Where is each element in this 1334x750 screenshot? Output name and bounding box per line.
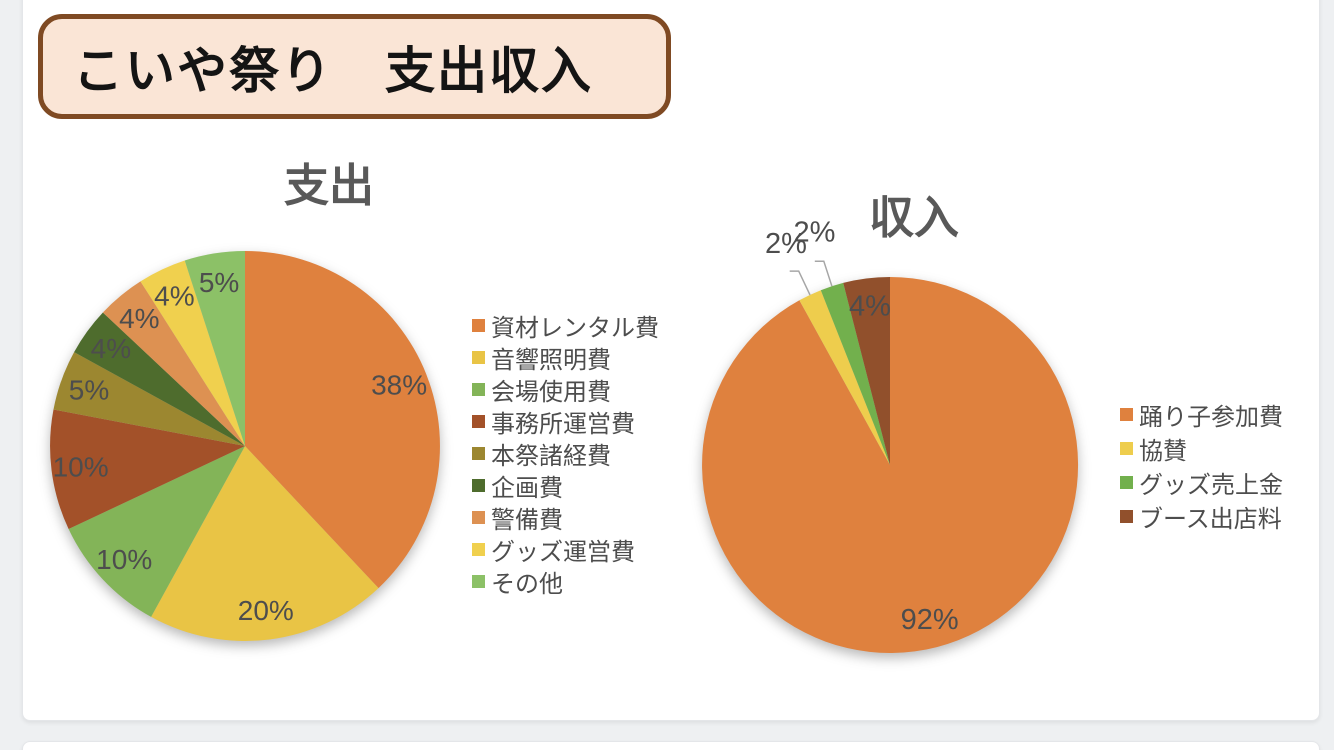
legend-item: 音響照明費 <box>472 341 659 374</box>
legend-item: 本祭諸経費 <box>472 437 659 470</box>
pie-slice <box>245 251 440 589</box>
pie-percent-label: 10% <box>53 451 109 482</box>
legend-label: グッズ売上金 <box>1139 471 1283 499</box>
legend-swatch-icon <box>472 542 485 556</box>
pie-slice <box>68 446 245 617</box>
legend-label: 企画費 <box>491 474 563 502</box>
legend-item: 会場使用費 <box>472 373 659 406</box>
pie-percent-label: 92% <box>901 604 959 636</box>
legend-label: 本祭諸経費 <box>491 442 611 470</box>
slide-image-card[interactable]: こいや祭り 支出収入 支出 収入 38% 20% 10% 10% 5% 4% 4% 4% 5% … <box>22 0 1320 721</box>
legend-swatch-icon <box>1120 441 1133 455</box>
legend-item: その他 <box>472 565 659 598</box>
pie-slice <box>53 352 245 446</box>
legend-swatch-icon <box>1120 509 1133 523</box>
pie-slice <box>102 281 246 446</box>
label-leader-line <box>814 260 833 287</box>
legend-swatch-icon <box>472 574 485 588</box>
legend-label: 踊り子参加費 <box>1139 403 1283 431</box>
pie-slice <box>843 276 890 465</box>
pie-percent-label: 10% <box>96 544 152 575</box>
pie-percent-label: 5% <box>69 374 109 405</box>
legend-item: 企画費 <box>472 469 659 502</box>
pie-percent-label: 4% <box>91 333 131 364</box>
legend-swatch-icon <box>472 510 485 524</box>
legend-item: 警備費 <box>472 501 659 534</box>
legend-item: 資材レンタル費 <box>472 309 659 342</box>
legend-item: グッズ売上金 <box>1120 465 1283 499</box>
slide-title-box: こいや祭り 支出収入 <box>38 14 671 119</box>
legend-item: グッズ運営費 <box>472 533 659 566</box>
pie-slice <box>184 250 245 446</box>
legend-item: 事務所運営費 <box>472 405 659 438</box>
legend-swatch-icon <box>472 414 485 428</box>
label-leader-line <box>789 270 811 296</box>
next-slide-image-card[interactable] <box>22 741 1320 750</box>
pie-percent-label: 20% <box>238 595 294 626</box>
pie-slice <box>74 312 245 446</box>
legend-label: その他 <box>491 570 563 598</box>
legend-label: 警備費 <box>491 506 563 534</box>
slide-title: こいや祭り 支出収入 <box>73 42 593 99</box>
pie-slice <box>140 260 245 446</box>
pie-slice <box>820 282 890 465</box>
pie-percent-label: 5% <box>199 267 239 298</box>
pie-slice <box>50 409 245 529</box>
legend-swatch-icon <box>472 382 485 396</box>
legend-label: 音響照明費 <box>491 346 611 374</box>
pie-slice <box>799 290 890 465</box>
legend-label: 資材レンタル費 <box>491 314 659 342</box>
expense-legend: 資材レンタル費 音響照明費会場使用費事務所運営費 本祭諸経費企画費警備費グッズ運営費… <box>472 309 659 598</box>
legend-label: グッズ運営費 <box>491 538 635 566</box>
legend-label: 会場使用費 <box>491 378 611 406</box>
legend-swatch-icon <box>472 318 485 332</box>
legend-swatch-icon <box>1120 475 1133 489</box>
income-legend: 踊り子参加費 協賛グッズ売上金 ブース出店料 <box>1120 397 1283 533</box>
legend-label: 事務所運営費 <box>491 410 635 438</box>
legend-item: 踊り子参加費 <box>1120 397 1283 431</box>
expense-chart-title: 支出 <box>283 160 374 211</box>
legend-swatch-icon <box>472 478 485 492</box>
legend-label: ブース出店料 <box>1139 505 1282 533</box>
pie-percent-label: 4% <box>154 281 194 312</box>
legend-swatch-icon <box>1120 407 1133 421</box>
pie-slice <box>702 276 1079 653</box>
pie-percent-label: 38% <box>371 370 427 401</box>
pie-percent-label: 4% <box>849 291 891 323</box>
income-chart-title: 収入 <box>868 192 959 243</box>
legend-label: 協賛 <box>1139 437 1187 465</box>
pie-percent-label: 4% <box>119 303 159 334</box>
legend-item: 協賛 <box>1120 431 1283 465</box>
legend-item: ブース出店料 <box>1120 499 1283 533</box>
pie-percent-label: 2% <box>765 228 807 260</box>
legend-swatch-icon <box>472 446 485 460</box>
pie-slice <box>151 446 379 641</box>
legend-swatch-icon <box>472 350 485 364</box>
